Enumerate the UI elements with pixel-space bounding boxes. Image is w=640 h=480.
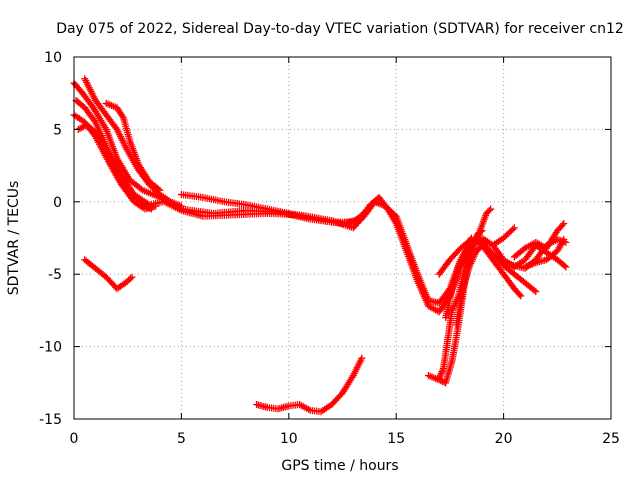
y-tick-label: 10	[44, 50, 62, 66]
series-track-9	[253, 354, 366, 416]
series-track-7	[177, 191, 368, 226]
series-track-16	[510, 220, 568, 261]
x-tick-label: 5	[177, 431, 186, 447]
plus-markers	[521, 235, 568, 271]
series-track-14	[435, 235, 540, 296]
plus-markers	[177, 191, 368, 226]
data-layer	[70, 75, 570, 416]
series-track-15	[489, 224, 518, 249]
x-tick-label: 25	[602, 431, 620, 447]
y-axis-label: SDTVAR / TECUs	[6, 181, 22, 296]
plus-markers	[102, 99, 164, 194]
plus-markers	[510, 220, 568, 261]
axis-ticks	[73, 56, 612, 420]
y-tick-label: -10	[39, 340, 62, 356]
series-track-12	[435, 205, 495, 382]
x-axis-label: GPS time / hours	[281, 458, 398, 474]
series-track-8	[81, 256, 136, 293]
y-tick-label: 5	[53, 122, 62, 138]
x-tick-label: 15	[387, 431, 405, 447]
tick-labels: 0 5 10 15 20 25 -15 -10 -5 0 5 10	[39, 50, 620, 447]
x-tick-label: 10	[280, 431, 298, 447]
plus-markers	[253, 354, 366, 416]
y-tick-label: 0	[53, 195, 62, 211]
series-track-17	[521, 235, 568, 271]
y-tick-label: -15	[39, 412, 62, 428]
plus-markers	[435, 205, 495, 382]
plus-markers	[489, 224, 518, 249]
plot-border	[73, 56, 612, 420]
series-track-6	[102, 99, 164, 194]
chart-title: Day 075 of 2022, Sidereal Day-to-day VTE…	[56, 21, 624, 37]
plus-markers	[435, 235, 540, 296]
x-tick-label: 20	[495, 431, 513, 447]
plus-markers	[81, 256, 136, 293]
y-tick-label: -5	[48, 267, 62, 283]
x-tick-label: 0	[70, 431, 79, 447]
